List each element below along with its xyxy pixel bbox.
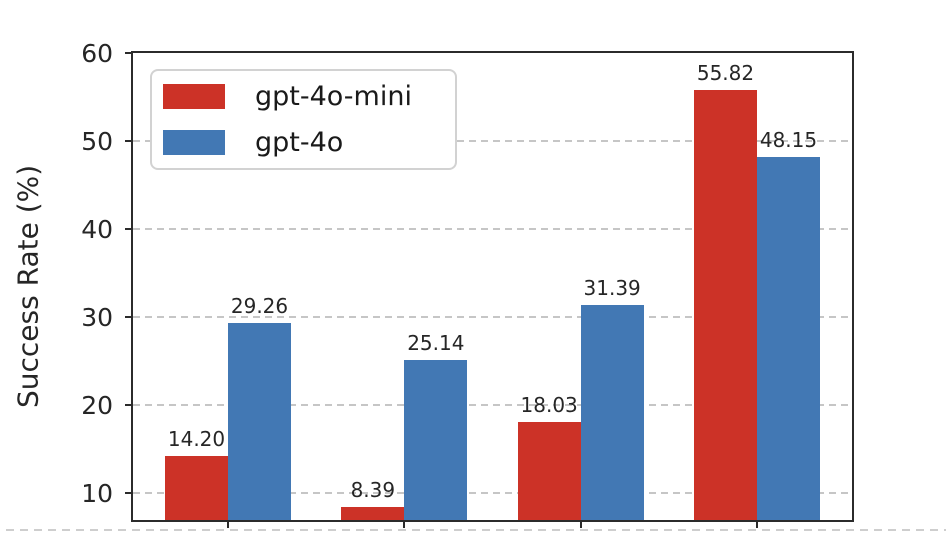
gridline-10: [133, 491, 852, 494]
bar-value-label-gpt-4o-mini-group2: 8.39: [350, 477, 396, 502]
bar-gpt-4o-group4: [756, 157, 820, 520]
legend-swatch-red: [163, 84, 225, 109]
y-axis-title: Success Rate (%): [11, 164, 45, 409]
cropped-bottom-dashed-line: [6, 529, 946, 531]
bar-value-label-gpt-4o-group3: 31.39: [583, 275, 641, 300]
bar-gpt-4o-group1: [228, 323, 291, 520]
gridline-30: [133, 315, 852, 318]
y-tick-mark-50: [125, 139, 133, 142]
bar-gpt-4o-group2: [404, 359, 468, 520]
x-tick-mark-2: [579, 520, 582, 528]
y-tick-mark-60: [125, 52, 133, 54]
legend: gpt-4o-mini gpt-4o: [150, 69, 457, 170]
bar-value-label-gpt-4o-mini-group4: 55.82: [696, 60, 755, 85]
x-tick-mark-0: [227, 520, 229, 528]
plot-area: 14.20 29.26 8.39 25.14 18.03 31.39 55.82 48.15 …: [131, 51, 854, 522]
y-tick-label-40: 40: [81, 214, 113, 244]
bar-gpt-4o-mini-group3: [517, 422, 581, 520]
bar-value-label-gpt-4o-group4: 48.15: [759, 128, 818, 153]
gridline-20: [133, 403, 852, 406]
y-tick-label-20: 20: [81, 390, 113, 420]
gridline-40: [133, 227, 852, 230]
bar-gpt-4o-group3: [580, 304, 644, 520]
bar-value-label-gpt-4o-group2: 25.14: [407, 330, 465, 355]
y-tick-mark-10: [125, 491, 133, 494]
x-tick-mark-3: [755, 520, 758, 528]
bar-gpt-4o-mini-group4: [693, 89, 757, 520]
y-tick-label-50: 50: [81, 126, 113, 156]
y-tick-label-30: 30: [81, 302, 113, 332]
legend-label: gpt-4o: [255, 127, 344, 158]
legend-item-gpt-4o-mini: gpt-4o-mini: [163, 81, 441, 112]
gridline-50: [133, 139, 852, 142]
bar-value-label-gpt-4o-mini-group1: 14.20: [167, 426, 226, 451]
bar-value-label-gpt-4o-mini-group3: 18.03: [520, 393, 578, 418]
bar-gpt-4o-mini-group1: [165, 455, 228, 520]
x-tick-mark-1: [403, 520, 406, 528]
y-tick-mark-30: [125, 315, 133, 318]
legend-label: gpt-4o-mini: [255, 81, 412, 112]
bar-value-label-gpt-4o-group1: 29.26: [230, 294, 289, 319]
legend-item-gpt-4o: gpt-4o: [163, 127, 441, 158]
bar-gpt-4o-mini-group2: [341, 506, 405, 520]
y-tick-label-10: 10: [81, 478, 113, 508]
y-tick-mark-40: [125, 227, 133, 230]
y-tick-mark-20: [125, 403, 133, 406]
legend-swatch-blue: [163, 130, 225, 155]
y-tick-label-60: 60: [81, 39, 113, 68]
